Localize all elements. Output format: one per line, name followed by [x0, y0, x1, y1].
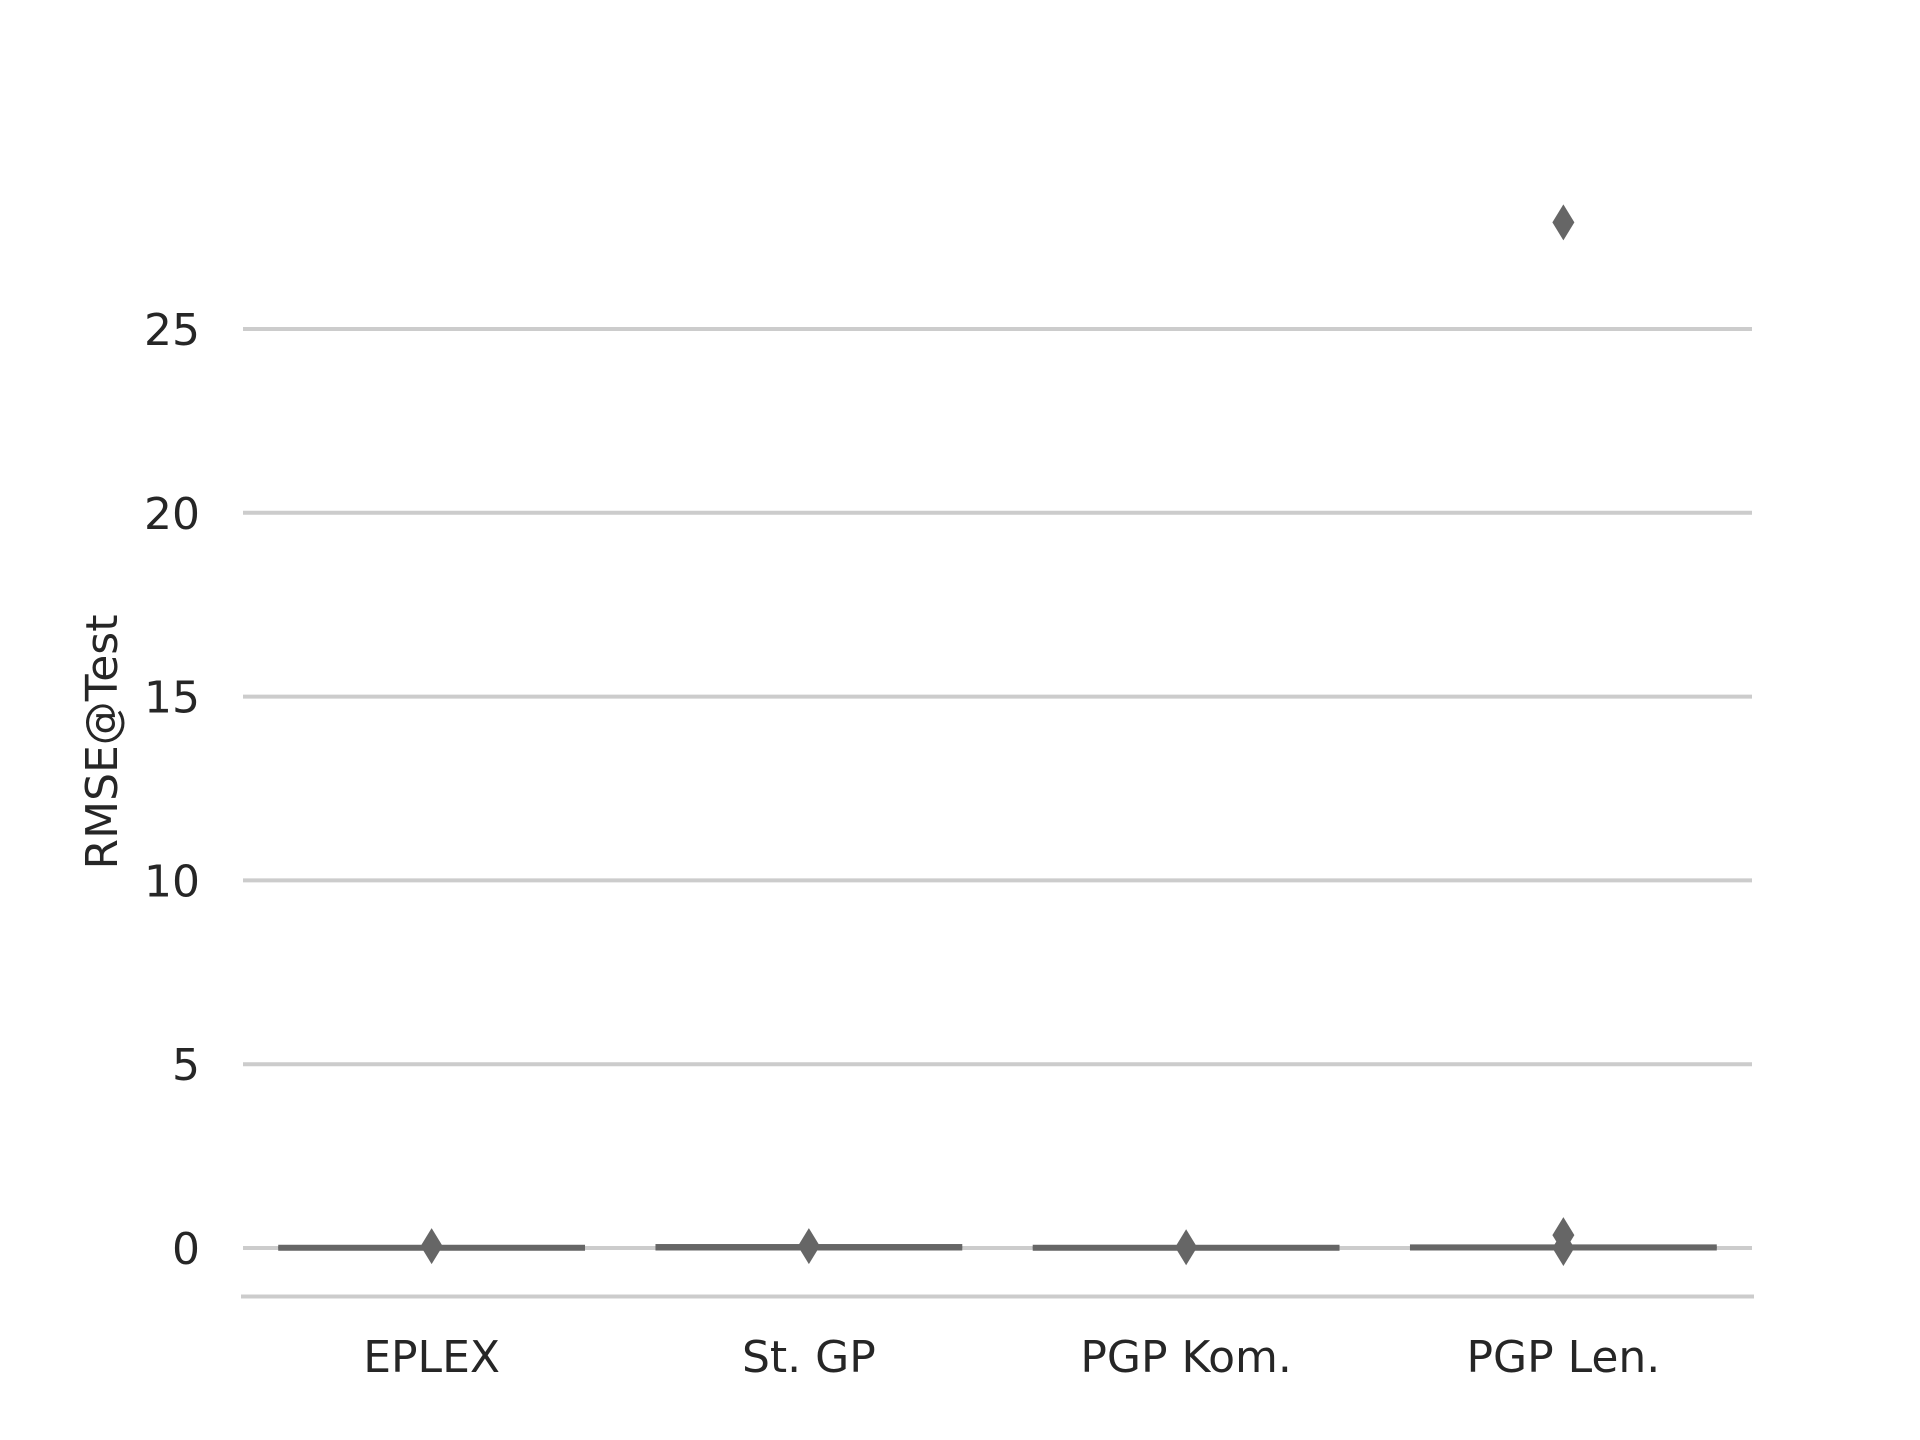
- y-tick-labels: 0 5 10 15 20 25: [144, 305, 200, 1275]
- y-tick-label: 20: [144, 489, 200, 540]
- outlier-marker: [797, 1228, 820, 1265]
- outliers: [420, 204, 1575, 1266]
- x-tick-labels: EPLEX St. GP PGP Kom. PGP Len.: [363, 1332, 1660, 1383]
- y-axis-title: RMSE@Test: [77, 615, 128, 870]
- y-tick-label: 0: [172, 1224, 200, 1275]
- x-tick-label: PGP Len.: [1466, 1332, 1660, 1383]
- x-tick-label: St. GP: [742, 1332, 876, 1383]
- outlier-marker: [420, 1228, 443, 1265]
- x-tick-label: PGP Kom.: [1080, 1332, 1292, 1383]
- x-tick-label: EPLEX: [363, 1332, 500, 1383]
- outlier-marker: [1552, 204, 1575, 241]
- gridlines: [243, 327, 1752, 1250]
- y-tick-label: 5: [172, 1040, 200, 1091]
- y-tick-label: 15: [144, 673, 200, 724]
- y-tick-label: 10: [144, 856, 200, 907]
- outlier-marker: [1175, 1229, 1198, 1266]
- y-tick-label: 25: [144, 305, 200, 356]
- outlier-marker: [1552, 1217, 1575, 1254]
